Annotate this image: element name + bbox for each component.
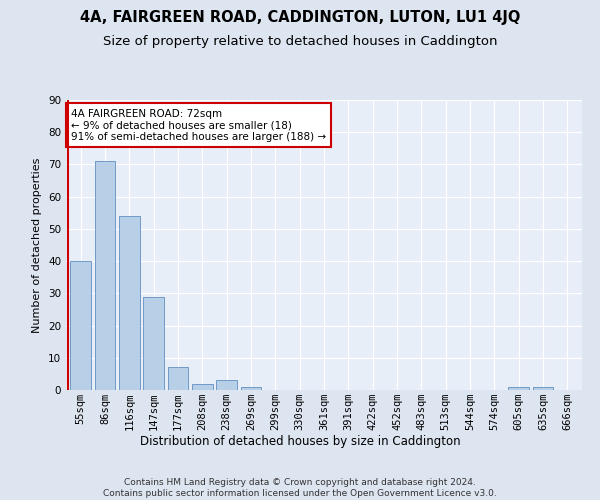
Text: Distribution of detached houses by size in Caddington: Distribution of detached houses by size … xyxy=(140,435,460,448)
Text: Contains HM Land Registry data © Crown copyright and database right 2024.
Contai: Contains HM Land Registry data © Crown c… xyxy=(103,478,497,498)
Text: Size of property relative to detached houses in Caddington: Size of property relative to detached ho… xyxy=(103,35,497,48)
Bar xyxy=(192,384,212,390)
Bar xyxy=(216,380,237,390)
Bar xyxy=(508,387,529,390)
Bar xyxy=(95,161,115,390)
Bar xyxy=(533,387,553,390)
Bar xyxy=(143,296,164,390)
Bar xyxy=(70,261,91,390)
Bar xyxy=(167,368,188,390)
Text: 4A FAIRGREEN ROAD: 72sqm
← 9% of detached houses are smaller (18)
91% of semi-de: 4A FAIRGREEN ROAD: 72sqm ← 9% of detache… xyxy=(71,108,326,142)
Bar xyxy=(241,387,262,390)
Y-axis label: Number of detached properties: Number of detached properties xyxy=(32,158,43,332)
Text: 4A, FAIRGREEN ROAD, CADDINGTON, LUTON, LU1 4JQ: 4A, FAIRGREEN ROAD, CADDINGTON, LUTON, L… xyxy=(80,10,520,25)
Bar xyxy=(119,216,140,390)
